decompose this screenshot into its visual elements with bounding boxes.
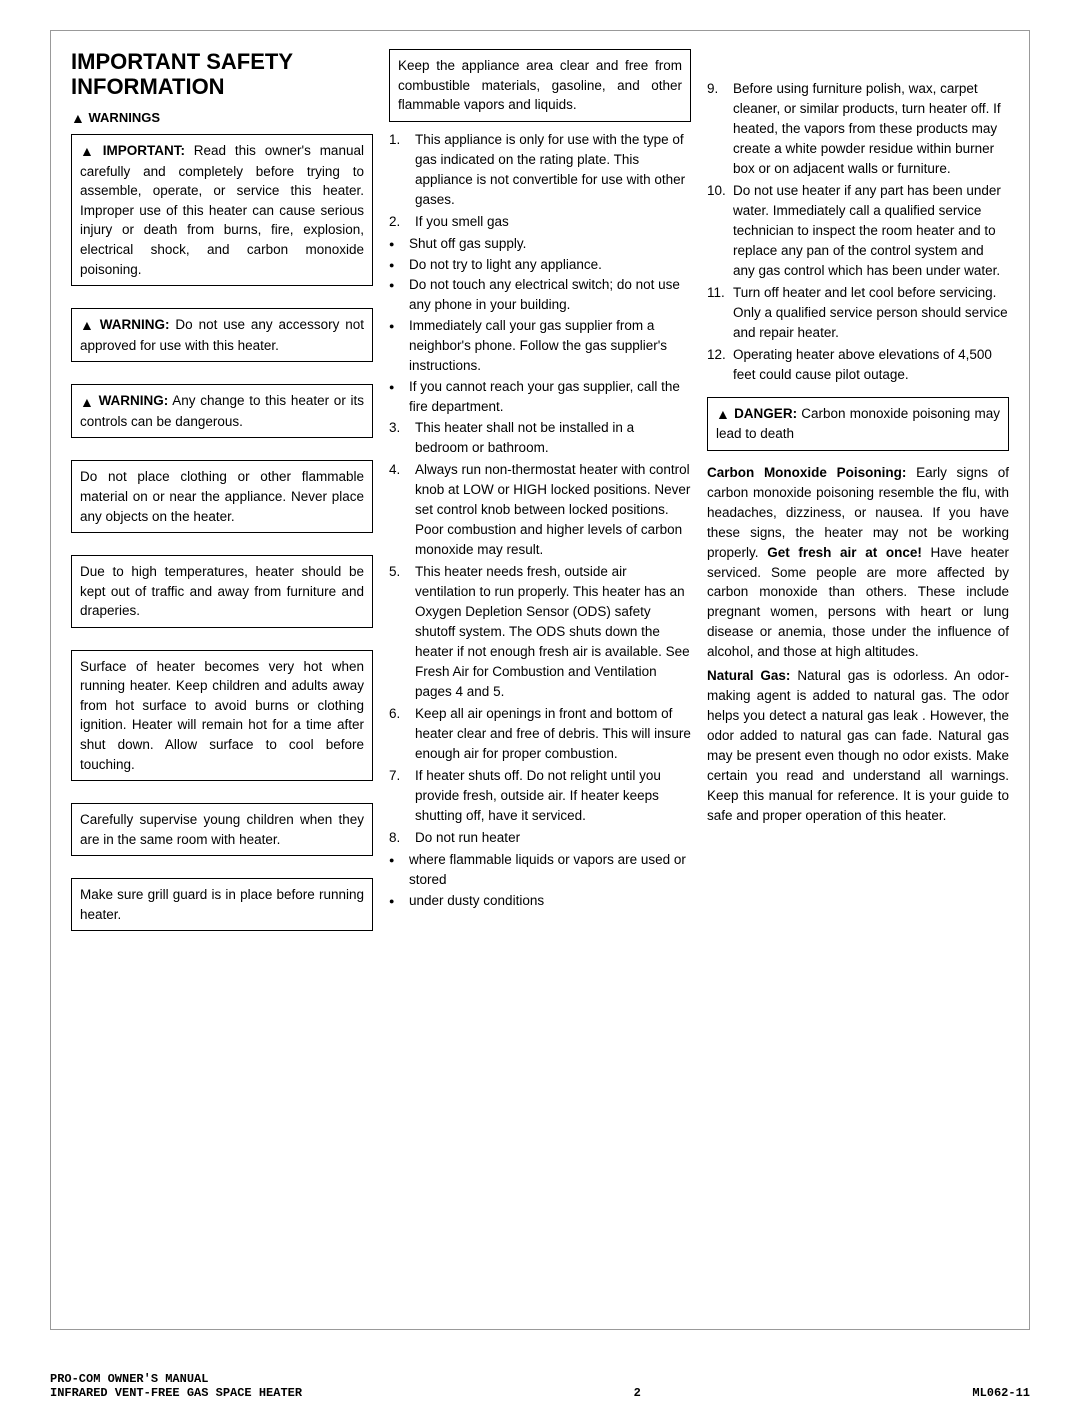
box-text: Read this owner's manual carefully and c… <box>80 143 364 276</box>
warnings-subheading: ▲ WARNINGS <box>71 110 373 127</box>
column-1: IMPORTANT SAFETY INFORMATION ▲ WARNINGS … <box>71 49 373 1319</box>
warning-triangle-icon: ▲ <box>80 141 94 161</box>
ng-paragraph: Natural Gas: Natural gas is odorless. An… <box>707 666 1009 826</box>
footer-left: PRO-COM OWNER'S MANUAL INFRARED VENT-FRE… <box>50 1372 302 1400</box>
bullet-item: Do not touch any electrical switch; do n… <box>389 275 691 315</box>
columns-container: IMPORTANT SAFETY INFORMATION ▲ WARNINGS … <box>71 49 1009 1319</box>
ng-heading: Natural Gas: <box>707 668 790 683</box>
danger-box: ▲ DANGER: Carbon monoxide poisoning may … <box>707 397 1009 451</box>
main-heading: IMPORTANT SAFETY INFORMATION <box>71 49 373 100</box>
warning-box-8: Make sure grill guard is in place before… <box>71 878 373 931</box>
warning-triangle-icon: ▲ <box>80 315 94 335</box>
box-lead: IMPORTANT: <box>103 143 185 158</box>
bullet-item: where flammable liquids or vapors are us… <box>389 850 691 890</box>
warning-box-2: ▲ WARNING: Do not use any accessory not … <box>71 308 373 362</box>
warning-box-5: Due to high temperatures, heater should … <box>71 555 373 628</box>
bullet-item: If you cannot reach your gas supplier, c… <box>389 377 691 417</box>
footer-code: ML062-11 <box>972 1386 1030 1400</box>
warning-box-1: ▲ IMPORTANT: Read this owner's manual ca… <box>71 134 373 286</box>
bullet-item: Do not try to light any appliance. <box>389 255 691 275</box>
ng-text: Natural gas is odorless. An odor-making … <box>707 668 1009 823</box>
box-lead: WARNING: <box>100 317 170 332</box>
list-item: 12.Operating heater above elevations of … <box>707 345 1009 385</box>
list-item: 4.Always run non-thermostat heater with … <box>389 460 691 560</box>
list-item: 10.Do not use heater if any part has bee… <box>707 181 1009 281</box>
warnings-label: WARNINGS <box>88 110 160 125</box>
bullet-item: under dusty conditions <box>389 891 691 911</box>
list-item: 5.This heater needs fresh, outside air v… <box>389 562 691 702</box>
footer-line-1: PRO-COM OWNER'S MANUAL <box>50 1372 302 1386</box>
warning-box-3: ▲ WARNING: Any change to this heater or … <box>71 384 373 438</box>
gas-smell-bullets: Shut off gas supply. Do not try to light… <box>389 234 691 419</box>
page-number: 2 <box>634 1386 641 1400</box>
list-item: 2.If you smell gas <box>389 212 691 232</box>
box-lead: WARNING: <box>99 393 169 408</box>
bullet-item: Shut off gas supply. <box>389 234 691 254</box>
warning-triangle-icon: ▲ <box>80 392 94 412</box>
list-item: 3.This heater shall not be installed in … <box>389 418 691 458</box>
footer-line-2: INFRARED VENT-FREE GAS SPACE HEATER <box>50 1386 302 1400</box>
co-paragraph: Carbon Monoxide Poisoning: Early signs o… <box>707 463 1009 663</box>
warning-triangle-icon: ▲ <box>71 110 85 126</box>
column-3: 9.Before using furniture polish, wax, ca… <box>707 49 1009 1319</box>
list-item: 11.Turn off heater and let cool before s… <box>707 283 1009 343</box>
list-item: 9.Before using furniture polish, wax, ca… <box>707 79 1009 179</box>
list-item: 1.This appliance is only for use with th… <box>389 130 691 210</box>
clear-area-box: Keep the appliance area clear and free f… <box>389 49 691 122</box>
bullet-item: Immediately call your gas supplier from … <box>389 316 691 376</box>
list-item: 8.Do not run heater <box>389 828 691 848</box>
page-frame: IMPORTANT SAFETY INFORMATION ▲ WARNINGS … <box>50 30 1030 1330</box>
danger-lead: DANGER: <box>734 406 797 421</box>
page-footer: PRO-COM OWNER'S MANUAL INFRARED VENT-FRE… <box>50 1372 1030 1400</box>
co-bold-insert: Get fresh air at once! <box>767 545 922 560</box>
column-2: Keep the appliance area clear and free f… <box>389 49 691 1319</box>
safety-list-c: 9.Before using furniture polish, wax, ca… <box>707 79 1009 387</box>
list-item: 6.Keep all air openings in front and bot… <box>389 704 691 764</box>
warning-box-6: Surface of heater becomes very hot when … <box>71 650 373 781</box>
co-heading: Carbon Monoxide Poisoning: <box>707 465 906 480</box>
co-text-2: Have heater serviced. Some people are mo… <box>707 545 1009 660</box>
safety-list-a: 1.This appliance is only for use with th… <box>389 130 691 234</box>
safety-list-b: 3.This heater shall not be installed in … <box>389 418 691 849</box>
list-item: 7.If heater shuts off. Do not relight un… <box>389 766 691 826</box>
warning-box-7: Carefully supervise young children when … <box>71 803 373 856</box>
no-run-bullets: where flammable liquids or vapors are us… <box>389 850 691 912</box>
warning-triangle-icon: ▲ <box>716 404 730 424</box>
warning-box-4: Do not place clothing or other flammable… <box>71 460 373 533</box>
